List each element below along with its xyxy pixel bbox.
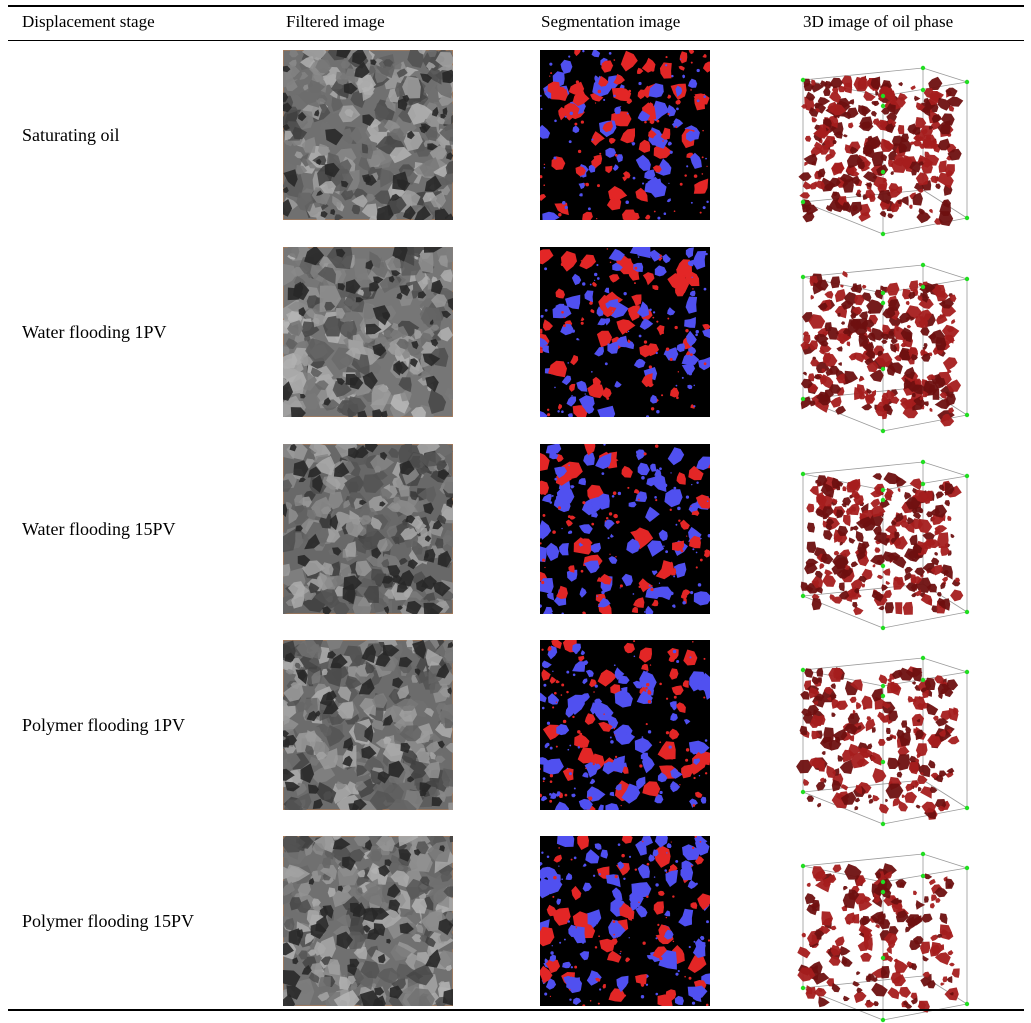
segmentation-image <box>540 444 710 614</box>
oil-phase-3d-image <box>795 456 970 631</box>
table-header-rule <box>8 40 1024 41</box>
segmentation-image <box>540 50 710 220</box>
header-3d-oil-phase: 3D image of oil phase <box>803 12 954 31</box>
segmentation-image <box>540 640 710 810</box>
stage-label: Water flooding 1PV <box>22 322 167 342</box>
header-displacement-stage: Displacement stage <box>22 12 155 31</box>
header-filtered-image: Filtered image <box>286 12 385 31</box>
filtered-image <box>283 640 453 810</box>
filtered-image <box>283 836 453 1006</box>
stage-label: Saturating oil <box>22 125 120 145</box>
table-top-rule <box>8 5 1024 7</box>
segmentation-image <box>540 836 710 1006</box>
stage-label: Polymer flooding 1PV <box>22 715 186 735</box>
oil-phase-3d-image <box>795 62 970 237</box>
filtered-image <box>283 50 453 220</box>
stage-label: Polymer flooding 15PV <box>22 911 195 931</box>
filtered-image <box>283 444 453 614</box>
header-segmentation-image: Segmentation image <box>541 12 681 31</box>
oil-phase-3d-image <box>795 652 970 827</box>
stage-label: Water flooding 15PV <box>22 519 176 539</box>
oil-phase-3d-image <box>795 259 970 434</box>
segmentation-image <box>540 247 710 417</box>
oil-phase-3d-image <box>795 848 970 1023</box>
table-bottom-rule <box>8 1009 1024 1011</box>
filtered-image <box>283 247 453 417</box>
